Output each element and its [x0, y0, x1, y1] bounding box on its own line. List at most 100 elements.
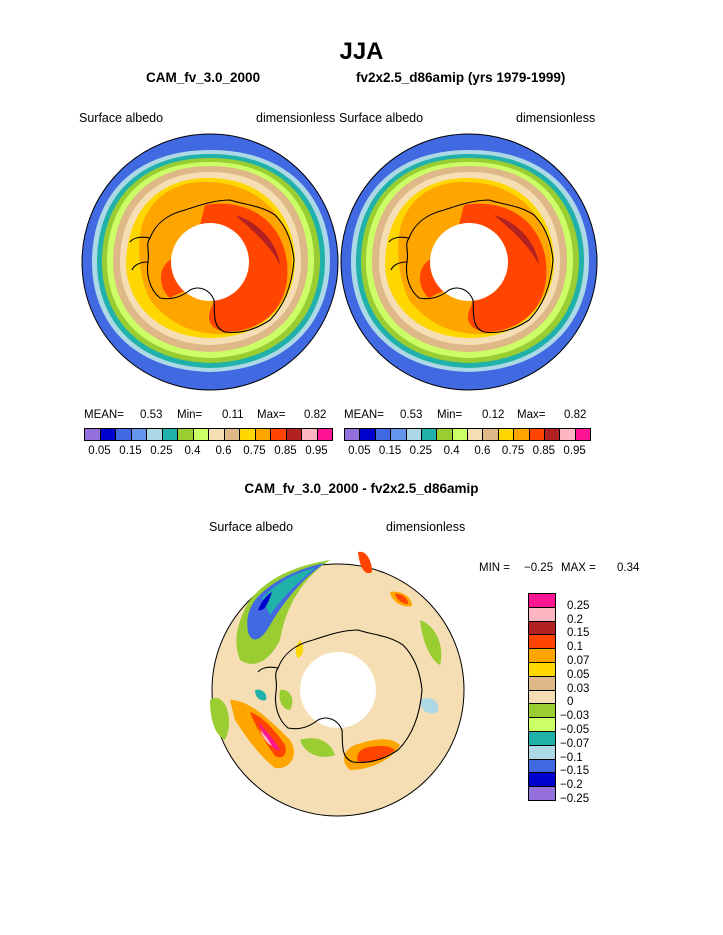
- colorbar-tick-label: 0.15: [567, 627, 590, 640]
- colorbar-tick-label: 0.4: [184, 445, 201, 457]
- colorbar-tick-label: 0.6: [474, 445, 491, 457]
- colorbar-swatch: [270, 428, 287, 441]
- colorbar-swatch: [177, 428, 194, 441]
- colorbar-swatch: [254, 428, 271, 441]
- colorbar-swatch: [239, 428, 256, 441]
- colorbar-tick-label: 0.85: [532, 445, 556, 457]
- colorbar-tick-label: 0.03: [567, 682, 590, 695]
- difference-min-value: −0.25: [524, 562, 554, 574]
- right-plot-title: fv2x2.5_d86amip (yrs 1979-1999): [356, 70, 566, 85]
- colorbar-swatch: [528, 662, 556, 677]
- colorbar-swatch: [528, 634, 556, 650]
- colorbar-swatch: [84, 428, 101, 441]
- colorbar-tick-label: 0.75: [501, 445, 525, 457]
- colorbar-swatch: [528, 689, 556, 705]
- colorbar-swatch: [405, 428, 422, 441]
- left-antarctic-coastline: [129, 199, 295, 334]
- colorbar-swatch: [316, 428, 333, 441]
- right-min-value: 0.12: [482, 409, 505, 421]
- colorbar-swatch: [115, 428, 132, 441]
- difference-units-label: dimensionless: [386, 520, 466, 534]
- colorbar-swatch: [528, 593, 556, 608]
- colorbar-tick-label: 0.25: [409, 445, 433, 457]
- colorbar-swatch: [528, 606, 556, 622]
- colorbar-swatch: [497, 428, 515, 441]
- left-polar-map: [81, 133, 339, 391]
- colorbar-swatch: [420, 428, 438, 441]
- colorbar-tick-label: 0.4: [443, 445, 460, 457]
- colorbar-tick-label: 0.2: [567, 613, 583, 626]
- left-plot-title: CAM_fv_3.0_2000: [146, 70, 261, 85]
- colorbar-tick-label: 0.05: [348, 445, 371, 457]
- colorbar-tick-label: 0.85: [274, 445, 297, 457]
- colorbar-tick-label: −0.25: [560, 793, 590, 805]
- colorbar-swatch: [528, 428, 545, 441]
- left-colorbar: [84, 428, 333, 441]
- colorbar-swatch: [559, 428, 576, 441]
- colorbar-swatch: [528, 731, 556, 746]
- colorbar-swatch: [528, 703, 556, 719]
- left-colorbar-labels: 0.05 0.15 0.25 0.4 0.6 0.75 0.85 0.95: [84, 445, 332, 459]
- difference-plot-title: CAM_fv_3.0_2000 - fv2x2.5_d86amip: [244, 481, 479, 496]
- right-max-value: 0.82: [564, 409, 587, 421]
- right-min-label: Min=: [437, 409, 463, 421]
- colorbar-swatch: [192, 428, 209, 441]
- colorbar-tick-label: 0.95: [563, 445, 586, 457]
- colorbar-tick-label: 0.25: [567, 599, 590, 612]
- colorbar-swatch: [359, 428, 376, 441]
- colorbar-swatch: [528, 786, 556, 801]
- colorbar-tick-label: 0.05: [567, 668, 590, 681]
- colorbar-swatch: [543, 428, 561, 441]
- difference-max-label: MAX =: [561, 562, 596, 574]
- colorbar-swatch: [528, 675, 556, 691]
- colorbar-swatch: [528, 744, 556, 760]
- colorbar-swatch: [285, 428, 302, 441]
- left-mean-label: MEAN=: [84, 409, 124, 421]
- left-min-value: 0.11: [222, 409, 244, 421]
- colorbar-tick-label: 0.15: [378, 445, 402, 457]
- colorbar-swatch: [161, 428, 178, 441]
- colorbar-swatch: [301, 428, 318, 441]
- right-polar-map: [340, 133, 598, 391]
- right-mean-label: MEAN=: [344, 409, 384, 421]
- colorbar-swatch: [482, 428, 499, 441]
- colorbar-swatch: [208, 428, 225, 441]
- colorbar-tick-label: −0.15: [560, 765, 590, 778]
- colorbar-swatch: [223, 428, 240, 441]
- colorbar-swatch: [451, 428, 468, 441]
- left-max-value: 0.82: [304, 409, 327, 421]
- colorbar-tick-label: −0.05: [560, 724, 590, 736]
- colorbar-tick-label: 0.6: [215, 445, 232, 457]
- left-units-label: dimensionless: [256, 111, 336, 125]
- colorbar-swatch: [344, 428, 361, 441]
- left-mean-value: 0.53: [140, 409, 163, 421]
- colorbar-swatch: [528, 772, 556, 788]
- colorbar-tick-label: 0.75: [243, 445, 266, 457]
- colorbar-swatch: [528, 620, 556, 636]
- left-field-label: Surface albedo: [79, 111, 164, 125]
- right-field-label: Surface albedo: [339, 111, 424, 125]
- difference-colorbar-labels: 0.25 0.2 0.15 0.1 0.07 0.05 0.03 0 −0.03 −0.05 −0.…: [560, 593, 620, 805]
- page-title: JJA: [339, 38, 384, 65]
- colorbar-swatch: [467, 428, 484, 441]
- colorbar-tick-label: 0.95: [305, 445, 328, 457]
- colorbar-tick-label: 0.05: [88, 445, 111, 457]
- colorbar-tick-label: −0.1: [560, 751, 583, 764]
- right-units-label: dimensionless: [516, 111, 596, 125]
- right-max-label: Max=: [517, 409, 546, 421]
- colorbar-tick-label: −0.07: [560, 737, 590, 750]
- colorbar-swatch: [146, 428, 163, 441]
- difference-antarctic-coastline: [257, 629, 423, 764]
- colorbar-swatch: [99, 428, 116, 441]
- colorbar-swatch: [528, 648, 556, 663]
- colorbar-tick-label: 0.15: [119, 445, 142, 457]
- difference-min-label: MIN =: [479, 562, 510, 574]
- difference-max-value: 0.34: [617, 562, 640, 574]
- difference-polar-map: [210, 551, 465, 817]
- left-min-label: Min=: [177, 409, 203, 421]
- right-colorbar: [344, 428, 591, 441]
- right-antarctic-coastline: [388, 199, 554, 334]
- colorbar-swatch: [390, 428, 407, 441]
- colorbar-swatch: [528, 758, 556, 774]
